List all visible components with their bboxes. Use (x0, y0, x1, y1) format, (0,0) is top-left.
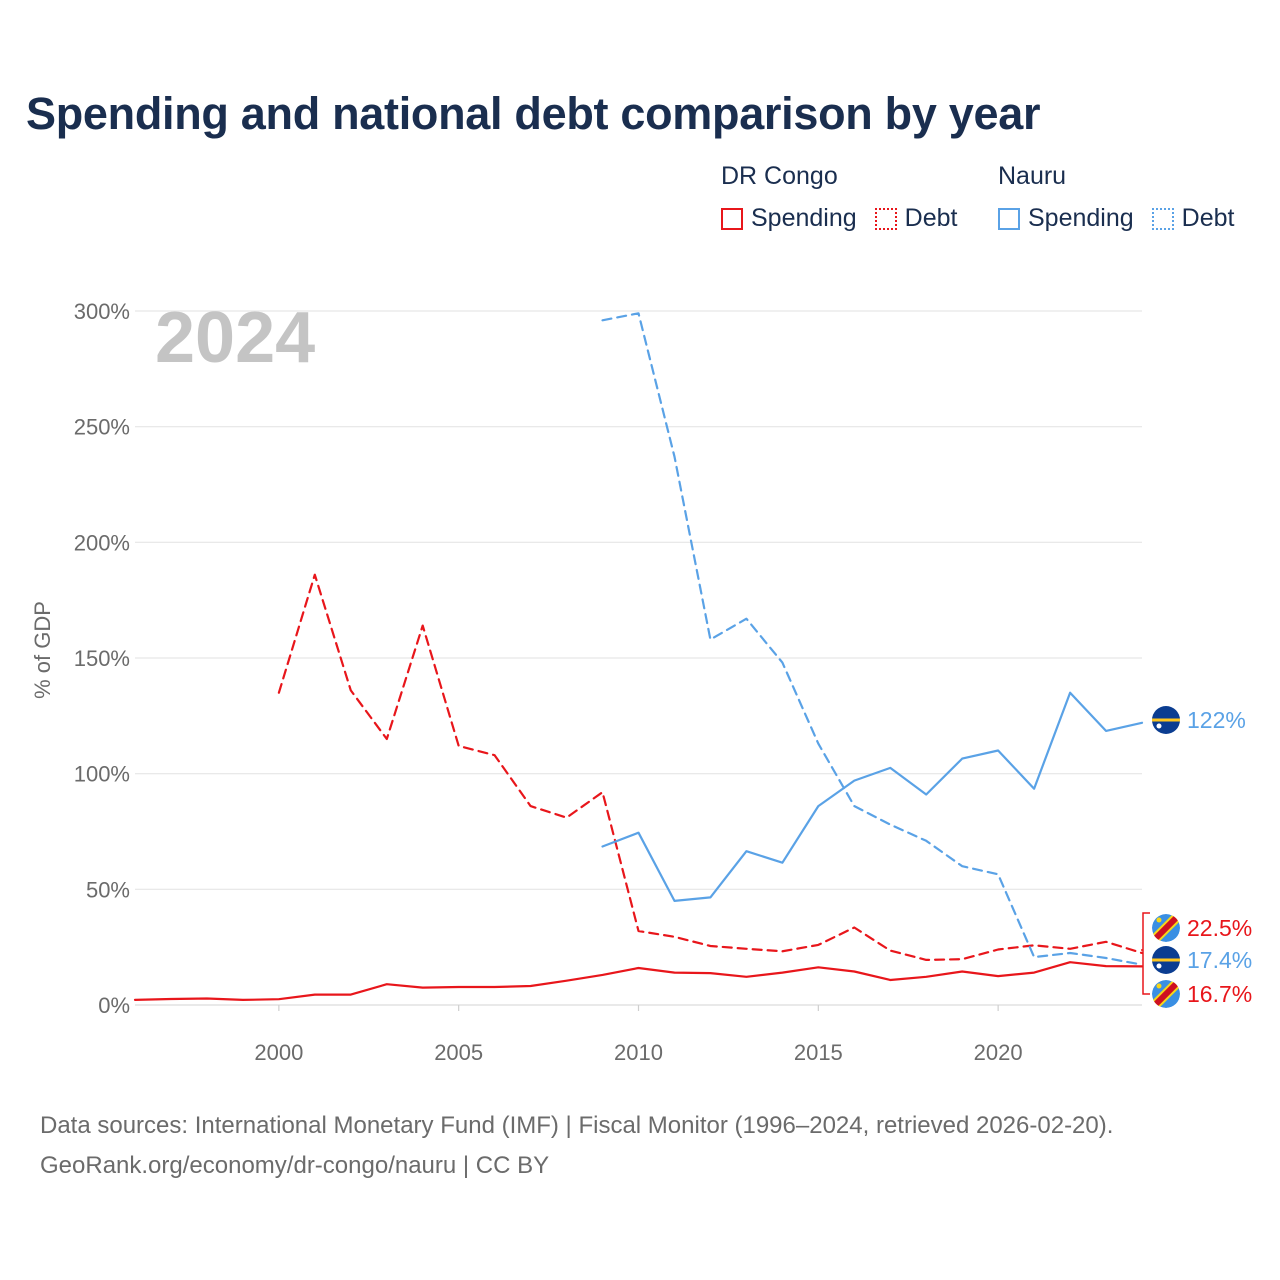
legend-swatch-solid (998, 207, 1020, 230)
series-line-dr-congo-debt[interactable] (277, 573, 1144, 962)
y-tick-label: 300% (74, 299, 130, 324)
chart-title: Spending and national debt comparison by… (26, 88, 1041, 139)
legend-item-dr-congo-debt[interactable]: Debt (874, 204, 958, 233)
legend-group-nauru: Nauru Spending Debt (998, 162, 1252, 233)
y-tick-label: 150% (74, 646, 130, 671)
end-label-dr-congo-debt: 22.5% (1187, 915, 1252, 941)
series-line-nauru-debt[interactable] (601, 312, 1144, 966)
axes: 0% 50% 100% 150% 200% 250% 300% 2000 2005 2010 201… (74, 299, 1142, 1065)
y-tick-label: 50% (86, 877, 130, 902)
legend-item-label: Debt (1181, 204, 1235, 232)
legend-group-dr-congo: DR Congo Spending Debt (721, 162, 975, 233)
y-tick-label: 200% (74, 530, 130, 555)
legend-swatch-dotted (1151, 207, 1174, 230)
nauru-flag-icon (1152, 706, 1180, 734)
year-watermark: 2024 (155, 298, 315, 378)
end-label-dr-congo-spending: 16.7% (1187, 981, 1252, 1007)
series-line-nauru-spending[interactable] (601, 691, 1144, 903)
legend-item-label: Spending (751, 204, 857, 232)
legend-item-dr-congo-spending[interactable]: Spending (721, 204, 857, 233)
line-chart: 0% 50% 100% 150% 200% 250% 300% 2000 2005 2010 201… (30, 298, 1252, 1065)
end-label-nauru-debt: 17.4% (1187, 947, 1252, 973)
source-note: Data sources: International Monetary Fun… (40, 1106, 1113, 1186)
dr-congo-label-bracket (1142, 912, 1150, 995)
legend-group-name: Nauru (998, 162, 1067, 190)
y-tick-label: 250% (74, 415, 130, 440)
dr-congo-flag-icon (1152, 980, 1180, 1008)
y-axis-label: % of GDP (30, 601, 55, 699)
x-tick-label: 2020 (974, 1040, 1023, 1065)
nauru-flag-icon (1152, 946, 1180, 974)
source-line: Data sources: International Monetary Fun… (40, 1112, 1114, 1139)
legend-item-nauru-spending[interactable]: Spending (998, 204, 1134, 233)
legend-item-label: Spending (1028, 204, 1134, 232)
dr-congo-flag-icon (1152, 914, 1180, 942)
legend-swatch-solid (721, 207, 743, 230)
x-tick-label: 2005 (434, 1040, 483, 1065)
x-tick-label: 2000 (254, 1040, 303, 1065)
series-lines (133, 312, 1144, 1002)
y-tick-label: 0% (98, 993, 130, 1018)
legend-item-label: Debt (904, 204, 958, 232)
source-url[interactable]: GeoRank.org/economy/dr-congo/nauru | CC … (40, 1152, 550, 1179)
legend-item-nauru-debt[interactable]: Debt (1151, 204, 1235, 233)
y-tick-label: 100% (74, 762, 130, 787)
grid-lines (135, 310, 1142, 890)
series-line-dr-congo-spending[interactable] (133, 961, 1144, 1002)
legend-swatch-dotted (874, 207, 897, 230)
end-label-nauru-spending: 122% (1187, 707, 1246, 733)
x-tick-label: 2015 (794, 1040, 843, 1065)
legend-group-name: DR Congo (721, 162, 838, 190)
x-tick-label: 2010 (614, 1040, 663, 1065)
